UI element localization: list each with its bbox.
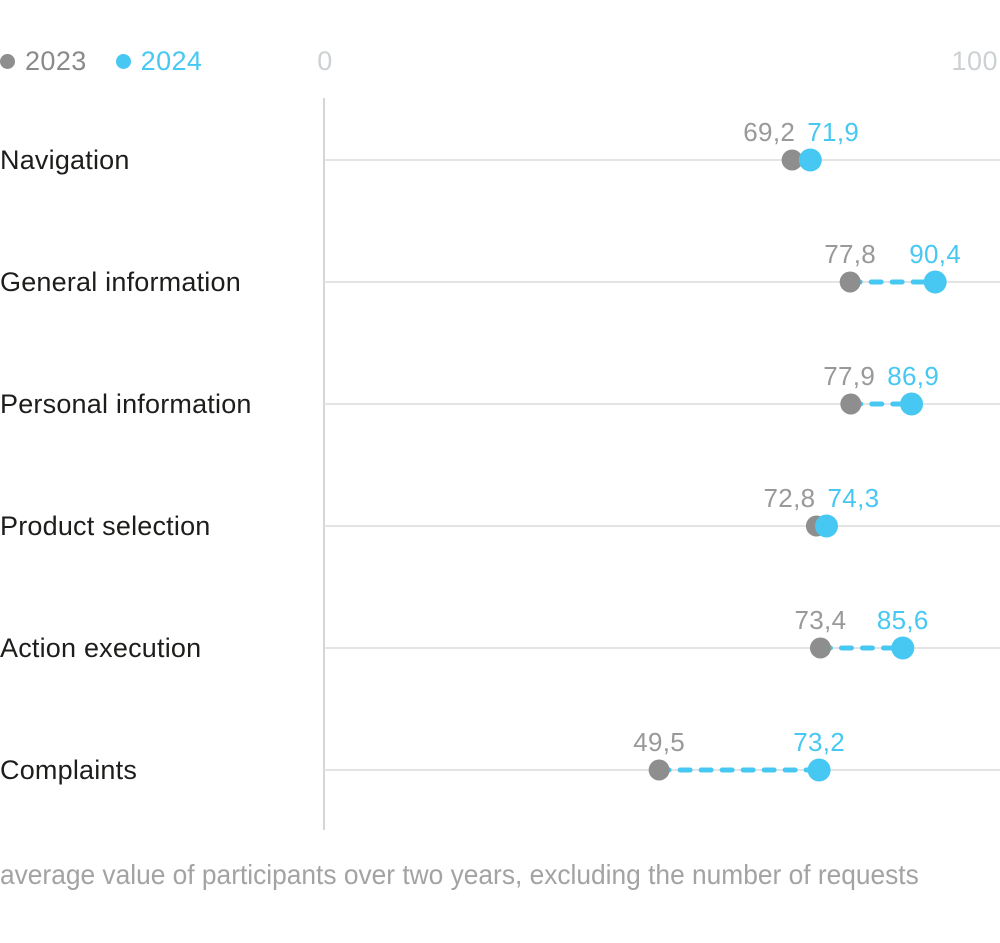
category-label: Personal information bbox=[0, 389, 252, 419]
value-2024: 71,9 bbox=[807, 117, 859, 147]
dot-2024 bbox=[798, 148, 822, 172]
dot-2023 bbox=[809, 637, 831, 659]
legend-dot-2023-icon bbox=[0, 54, 15, 69]
value-2023: 73,4 bbox=[795, 605, 847, 635]
value-2024: 85,6 bbox=[877, 605, 929, 635]
axis-label-min: 0 bbox=[317, 46, 333, 76]
legend-dot-2024-icon bbox=[115, 54, 131, 69]
dot-2024 bbox=[900, 392, 924, 416]
dot-2024 bbox=[815, 514, 839, 538]
dot-2024 bbox=[807, 758, 831, 782]
dot-2023 bbox=[839, 271, 861, 293]
category-label: Action execution bbox=[0, 633, 202, 663]
legend-label-2023: 2023 bbox=[25, 46, 87, 76]
chart-caption: average value of participants over two y… bbox=[0, 859, 919, 890]
category-label: Navigation bbox=[0, 145, 130, 175]
value-2024: 74,3 bbox=[828, 483, 880, 513]
dot-2024 bbox=[891, 636, 915, 660]
legend-label-2024: 2024 bbox=[140, 46, 203, 76]
value-2023: 77,8 bbox=[824, 239, 876, 269]
value-2024: 86,9 bbox=[887, 361, 939, 391]
dot-2023 bbox=[648, 759, 670, 781]
dot-2024 bbox=[923, 270, 947, 294]
value-2024: 90,4 bbox=[909, 239, 961, 269]
axis-label-max: 100 bbox=[951, 46, 998, 76]
category-label: Product selection bbox=[0, 511, 211, 541]
value-2023: 49,5 bbox=[633, 727, 685, 757]
legend-item-2023: 2023 bbox=[0, 46, 87, 77]
chart-legend: 2023 2024 bbox=[0, 46, 202, 77]
value-2023: 77,9 bbox=[823, 361, 875, 391]
category-label: General information bbox=[0, 267, 241, 297]
dot-2023 bbox=[781, 149, 803, 171]
dot-2023 bbox=[840, 393, 862, 415]
category-label: Complaints bbox=[0, 755, 138, 785]
value-2023: 69,2 bbox=[743, 117, 795, 147]
value-2023: 72,8 bbox=[764, 483, 816, 513]
value-2024: 73,2 bbox=[793, 727, 845, 757]
legend-item-2024: 2024 bbox=[115, 46, 203, 77]
